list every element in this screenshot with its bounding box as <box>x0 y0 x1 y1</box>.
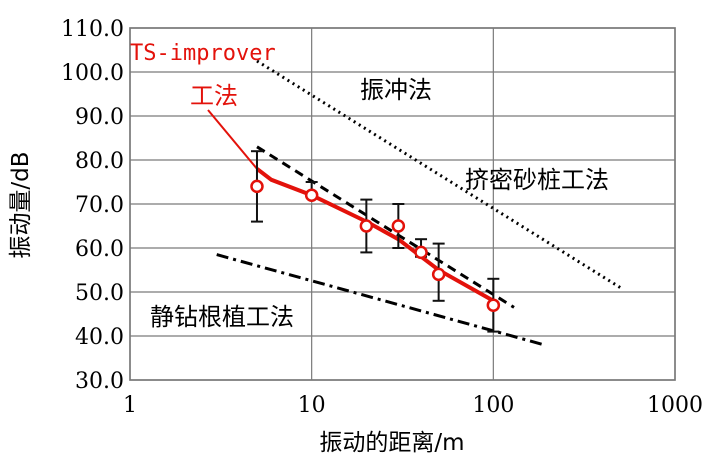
x-tick-label: 1 <box>123 393 137 418</box>
data-point <box>486 298 501 312</box>
data-point <box>359 219 374 233</box>
label-vibroflotation: 振冲法 <box>360 76 432 104</box>
label-sand-compaction-pile: 挤密砂桩工法 <box>465 166 609 194</box>
x-tick-label: 100 <box>472 393 514 418</box>
y-tick-label: 60.0 <box>75 237 124 262</box>
y-tick-labels: 30.0 40.0 50.0 60.0 70.0 80.0 90.0 100.0 110.0 <box>61 17 124 394</box>
y-tick-label: 30.0 <box>75 369 124 394</box>
data-point <box>431 267 446 282</box>
data-point <box>304 188 319 202</box>
x-tick-label: 10 <box>298 393 326 418</box>
series-line-dashdot <box>216 253 545 347</box>
y-tick-label: 90.0 <box>75 105 124 130</box>
series-line-dashed <box>256 145 515 309</box>
y-tick-label: 80.0 <box>75 149 124 174</box>
y-tick-label: 50.0 <box>75 281 124 306</box>
ts-improver-leader-line <box>207 109 258 170</box>
grid <box>129 27 676 381</box>
data-point <box>391 219 406 233</box>
data-point <box>250 179 264 194</box>
label-ts-improver: TS-improver <box>130 41 276 66</box>
y-tick-label: 100.0 <box>61 61 124 86</box>
y-tick-label: 70.0 <box>75 193 124 218</box>
y-tick-label: 110.0 <box>61 17 124 42</box>
y-axis-label: 振动量/dB <box>8 151 34 258</box>
label-static-drill-root-method: 静钻根植工法 <box>150 303 294 331</box>
y-tick-label: 40.0 <box>75 325 124 350</box>
x-axis-label: 振动的距离/m <box>319 430 464 456</box>
series-labels: TS-improver 工法 振冲法 挤密砂桩工法 静钻根植工法 <box>130 41 609 331</box>
label-ts-improver-method: 工法 <box>190 82 238 110</box>
x-tick-labels: 1 10 100 1000 <box>123 393 703 418</box>
data-point <box>414 245 428 260</box>
data-markers <box>250 150 501 333</box>
x-tick-label: 1000 <box>647 393 703 418</box>
